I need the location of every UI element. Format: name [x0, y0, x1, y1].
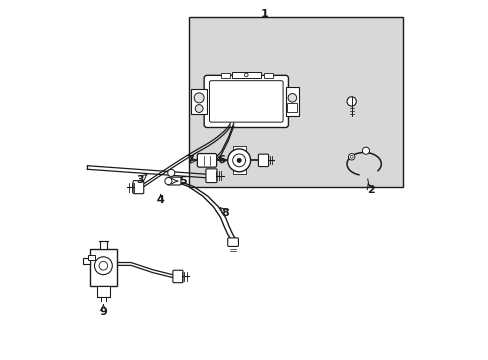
Bar: [189, 18, 403, 187]
Bar: [231, 72, 260, 78]
Circle shape: [348, 154, 354, 160]
Text: 7: 7: [186, 156, 194, 165]
Circle shape: [362, 147, 369, 154]
Text: 3: 3: [136, 175, 143, 185]
Bar: [232, 147, 245, 152]
Circle shape: [164, 177, 172, 185]
Circle shape: [195, 105, 203, 112]
Bar: [221, 73, 230, 78]
FancyBboxPatch shape: [197, 154, 216, 167]
Circle shape: [349, 156, 352, 158]
Circle shape: [194, 93, 203, 103]
Bar: [190, 89, 206, 114]
Bar: [232, 169, 245, 174]
Circle shape: [237, 158, 241, 162]
FancyBboxPatch shape: [167, 177, 181, 185]
FancyBboxPatch shape: [173, 270, 183, 283]
FancyBboxPatch shape: [258, 154, 268, 167]
FancyBboxPatch shape: [203, 75, 288, 127]
Bar: [82, 257, 90, 264]
Circle shape: [232, 154, 245, 167]
Bar: [90, 249, 117, 286]
Text: 1: 1: [260, 9, 267, 18]
Circle shape: [227, 149, 250, 172]
FancyBboxPatch shape: [133, 181, 143, 194]
Bar: [264, 73, 272, 78]
Bar: [285, 87, 299, 116]
Bar: [287, 103, 296, 112]
Bar: [100, 241, 107, 249]
Text: 6: 6: [217, 156, 225, 165]
Text: 8: 8: [221, 208, 229, 218]
Bar: [88, 255, 95, 260]
Bar: [97, 286, 110, 297]
FancyBboxPatch shape: [205, 169, 217, 183]
FancyBboxPatch shape: [227, 238, 238, 247]
Circle shape: [346, 97, 356, 106]
Circle shape: [167, 169, 175, 176]
Text: 9: 9: [99, 307, 107, 317]
Text: 2: 2: [366, 185, 374, 195]
Circle shape: [244, 73, 247, 77]
Text: 5: 5: [179, 176, 186, 186]
FancyBboxPatch shape: [209, 81, 283, 122]
Circle shape: [99, 261, 107, 270]
Circle shape: [94, 257, 112, 275]
Circle shape: [287, 94, 296, 102]
Text: 4: 4: [156, 195, 164, 205]
